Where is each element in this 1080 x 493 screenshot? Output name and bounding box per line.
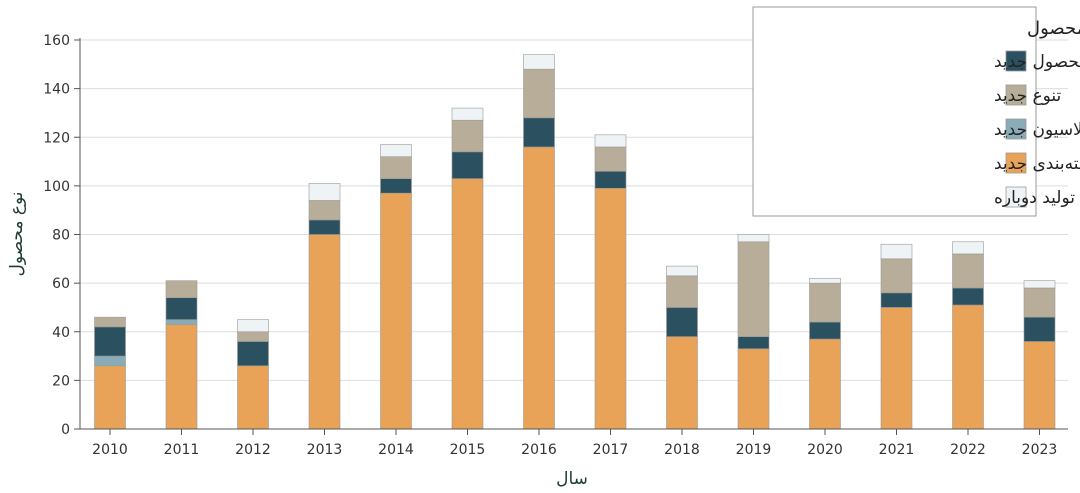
bar-segment xyxy=(451,178,484,430)
x-tick-label: 2020 xyxy=(807,442,843,458)
bar-segment xyxy=(523,54,555,70)
bar-segment xyxy=(880,292,913,308)
legend-swatch xyxy=(1005,186,1027,208)
legend-label: تنوع جدید xyxy=(994,86,1062,106)
y-tick-label: 40 xyxy=(52,325,70,341)
bar-segment xyxy=(1023,316,1056,342)
bar-segment xyxy=(737,336,770,350)
legend: نوع محصول محصول جدید تنوع جدید فرمولاسیون … xyxy=(752,6,1080,217)
legend-label: بسته‌بندی جدید xyxy=(994,154,1080,174)
legend-swatch xyxy=(1005,118,1027,140)
legend-title: نوع محصول xyxy=(1027,18,1080,39)
x-tick-label: 2014 xyxy=(378,442,414,458)
bar-segment xyxy=(809,277,841,284)
bar-segment xyxy=(237,319,269,333)
bar-segment xyxy=(666,307,698,337)
bar-segment xyxy=(737,234,770,243)
bar-segment xyxy=(165,324,198,430)
bar-segment xyxy=(451,119,484,153)
bar-segment xyxy=(523,68,555,119)
bar-segment xyxy=(523,117,555,148)
bar-segment xyxy=(737,241,770,337)
y-tick-label: 20 xyxy=(52,373,70,389)
bar-segment xyxy=(880,243,913,260)
x-tick-label: 2018 xyxy=(664,442,700,458)
y-tick-label: 100 xyxy=(43,179,70,195)
legend-swatch xyxy=(1005,84,1027,106)
x-tick-label: 2013 xyxy=(307,442,343,458)
x-tick-label: 2016 xyxy=(521,442,557,458)
axes: 0 20 40 60 80 100 120 140 160 2010 2011 2012 2013 201… xyxy=(43,33,1068,458)
x-axis-title: سال xyxy=(556,469,588,489)
bar-segment xyxy=(380,144,412,157)
bar-segment xyxy=(594,134,627,148)
bar-segment xyxy=(165,297,198,320)
bar-segment xyxy=(308,200,341,221)
x-tick-label: 2017 xyxy=(593,442,629,458)
bar-segment xyxy=(666,265,698,277)
bar-segment xyxy=(308,219,341,235)
legend-label: تولید دوباره xyxy=(994,188,1075,208)
y-tick-label: 120 xyxy=(43,130,70,146)
bar-segment xyxy=(94,365,126,430)
bar-segment xyxy=(1023,287,1056,318)
bar-segment xyxy=(666,275,698,308)
y-tick-label: 60 xyxy=(52,276,70,292)
bar-segment xyxy=(451,151,484,179)
bar-segment xyxy=(94,316,126,328)
bar-segment xyxy=(809,338,841,430)
bar-segment xyxy=(880,258,913,294)
legend-swatch xyxy=(1005,50,1027,72)
bar-segment xyxy=(737,348,770,430)
bars xyxy=(94,54,1056,430)
bar-segment xyxy=(165,280,198,299)
x-tick-label: 2015 xyxy=(450,442,486,458)
bar-segment xyxy=(451,107,484,121)
legend-box xyxy=(752,6,1037,217)
x-tick-label: 2010 xyxy=(92,442,128,458)
bar-segment xyxy=(380,192,412,430)
y-tick-label: 80 xyxy=(52,228,70,244)
bar-segment xyxy=(594,146,627,172)
bar-segment xyxy=(308,183,341,201)
bar-segment xyxy=(308,234,341,430)
bar-segment xyxy=(952,253,984,289)
bar-segment xyxy=(380,156,412,179)
bar-segment xyxy=(809,282,841,323)
bar-segment xyxy=(952,241,984,255)
x-tick-label: 2011 xyxy=(164,442,200,458)
bar-segment xyxy=(237,365,269,430)
bar-segment xyxy=(1023,280,1056,289)
legend-swatch xyxy=(1005,152,1027,174)
x-tick-label: 2012 xyxy=(235,442,271,458)
x-tick-label: 2023 xyxy=(1022,442,1058,458)
bar-segment xyxy=(165,319,198,325)
y-axis-title: نوع محصول xyxy=(7,191,27,276)
bar-segment xyxy=(594,188,627,430)
y-tick-label: 0 xyxy=(61,422,70,438)
y-tick-label: 160 xyxy=(43,33,70,49)
bar-segment xyxy=(952,287,984,306)
bar-segment xyxy=(666,336,698,430)
legend-label: فرمولاسیون جدید xyxy=(994,120,1080,140)
x-tick-label: 2019 xyxy=(736,442,772,458)
bar-segment xyxy=(952,304,984,430)
bar-segment xyxy=(880,307,913,430)
legend-label: محصول جدید xyxy=(994,52,1080,72)
bar-segment xyxy=(1023,341,1056,430)
y-tick-label: 140 xyxy=(43,82,70,98)
bar-segment xyxy=(94,355,126,367)
x-tick-label: 2022 xyxy=(950,442,986,458)
x-tick-label: 2021 xyxy=(879,442,915,458)
bar-segment xyxy=(94,326,126,357)
bar-segment xyxy=(809,321,841,340)
bar-segment xyxy=(594,170,627,189)
bar-segment xyxy=(380,178,412,194)
bar-segment xyxy=(237,341,269,367)
bar-segment xyxy=(523,146,555,430)
bar-segment xyxy=(237,331,269,342)
